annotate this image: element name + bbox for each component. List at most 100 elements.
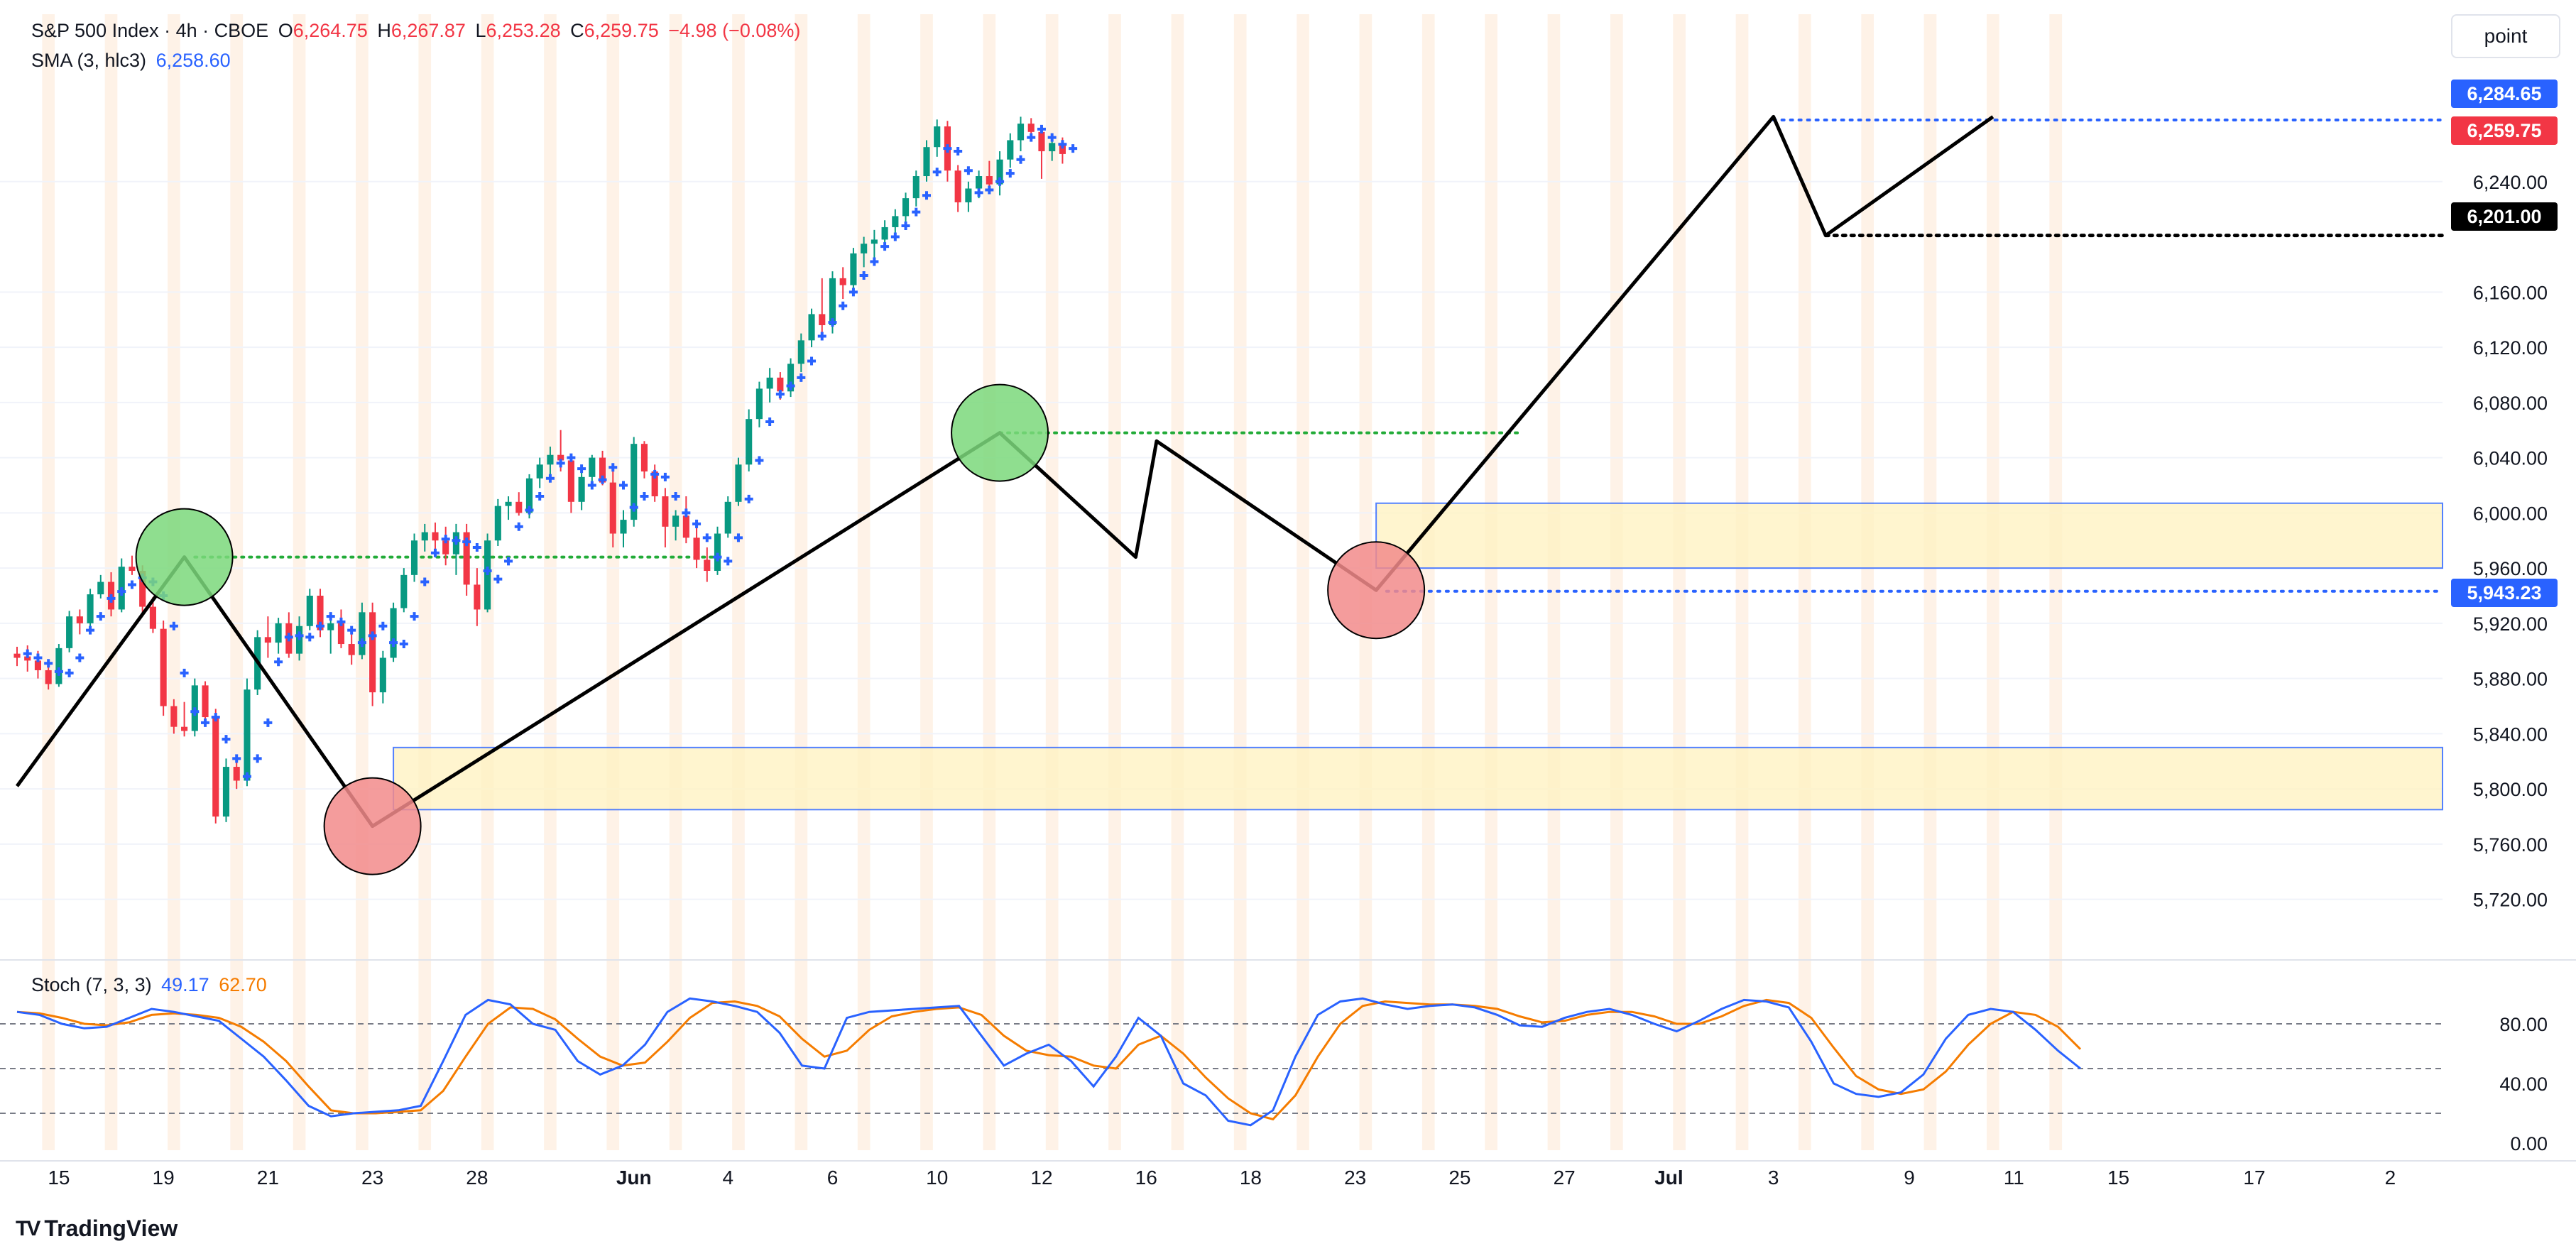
pivot-circle [135,508,234,606]
candle-body [954,170,961,202]
sma-point [305,633,315,642]
sma-point [985,185,994,195]
time-tick-label: 17 [2243,1167,2265,1189]
sma-point [420,577,430,586]
session-band [606,14,620,1150]
candle-body [317,596,324,630]
sma-point [347,626,356,635]
sma-point [974,188,983,197]
candle-body [55,648,62,684]
time-tick-label: 28 [466,1167,488,1189]
candle-body [735,464,742,502]
candle-body [1027,124,1035,132]
candle-body [578,476,585,502]
session-band [2049,14,2063,1150]
sma-series [23,124,1078,781]
session-band [1861,14,1874,1150]
time-tick-label: 25 [1448,1167,1470,1189]
sma-legend[interactable]: SMA (3, hlc3) 6,258.60 [31,50,235,72]
sma-point [1005,169,1015,178]
zigzag-lines [15,114,1994,829]
candle-body [1017,124,1025,141]
sma-point [326,612,335,621]
sma-point [1027,133,1036,142]
sma-point [96,612,105,621]
sma-point [682,508,691,518]
time-tick-label: 11 [2004,1167,2024,1189]
sma-point [253,754,262,763]
sma-point [378,621,388,630]
candle-body [97,581,104,595]
candle-body [202,685,209,718]
candle-body [369,612,376,693]
sma-point [441,535,450,544]
sma-point [337,617,346,626]
sma-point [107,594,116,603]
session-band [356,14,369,1150]
tradingview-logo-icon: TV [16,1216,40,1240]
candle-body [129,567,136,572]
candle-body [704,559,711,572]
legend-close-label: C [570,20,584,41]
candle-body [871,239,878,244]
sma-value: 6,258.60 [155,50,231,71]
demand-zone [393,746,2444,811]
sma-point [744,494,753,503]
stoch-tick-label: 40.00 [2499,1074,2548,1095]
session-band [1547,14,1561,1150]
sma-point [169,621,178,630]
sma-point [389,638,398,648]
sma-point [483,567,492,576]
sma-point [284,633,293,642]
candle-body [651,471,658,497]
scale-mode-button[interactable]: point [2451,14,2560,58]
sma-point [368,631,377,640]
candle-body [923,147,930,177]
sma-point [964,166,973,175]
sma-point [567,453,576,462]
candle-body [766,377,773,389]
sma-label: SMA (3, hlc3) [31,50,147,71]
sma-point [859,271,868,280]
sma-point [692,519,702,528]
legend-low: 6,253.28 [486,20,561,41]
time-tick-label: 23 [361,1167,383,1189]
price-tag-support: 5,943.23 [2451,579,2558,607]
stoch-legend[interactable]: Stoch (7, 3, 3) 49.17 62.70 [31,974,271,996]
sma-point [1016,155,1025,164]
sma-point [86,626,95,635]
pivot-circle [1327,541,1426,640]
candle-body [976,176,983,189]
candle-body [474,584,481,610]
session-band [293,14,306,1150]
sma-point [713,552,722,562]
sma-point [1058,140,1067,149]
session-band [1923,14,1937,1150]
candle-body [66,616,73,648]
time-tick-label: 16 [1135,1167,1157,1189]
candle-body [912,176,919,199]
candle-body [505,501,512,506]
price-tick-label: 5,880.00 [2473,669,2548,690]
sma-point [775,390,785,399]
session-band [1610,14,1623,1150]
price-axis: 5,720.00 5,760.00 5,800.00 5,840.00 5,880.00… [2473,172,2548,911]
stoch-k-value: 49.17 [161,974,209,995]
ohlc-legend: S&P 500 Index · 4h · CBOE O6,264.75 H6,2… [31,20,804,42]
sma-point [932,168,942,177]
candle-body [808,314,815,341]
sma-point [33,653,43,662]
candle-body [996,159,1003,185]
time-tick-label: 3 [1768,1167,1779,1189]
candle-body [463,532,470,585]
price-tick-label: 6,160.00 [2473,282,2548,303]
time-tick-label: 4 [722,1167,733,1189]
brand[interactable]: TV TradingView [16,1216,178,1242]
candle-body [599,457,606,483]
pivot-circle [951,383,1049,482]
time-tick-label: 15 [48,1167,70,1189]
price-tick-label: 5,960.00 [2473,558,2548,579]
candle-body [693,537,700,560]
sma-point [535,492,545,501]
